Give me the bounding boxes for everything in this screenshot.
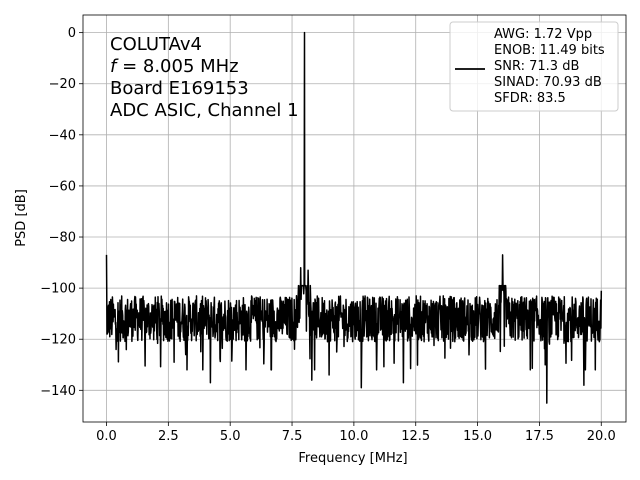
legend: AWG: 1.72 Vpp ENOB: 11.49 bits SNR: 71.3… xyxy=(449,21,619,112)
x-axis-label: Frequency [MHz] xyxy=(298,451,407,466)
y-tick-label: −60 xyxy=(49,179,76,194)
x-tick-label: 0.0 xyxy=(96,429,117,444)
legend-entry-snr: SNR: 71.3 dB xyxy=(494,59,579,74)
y-tick-label: −40 xyxy=(49,128,76,143)
y-tick-label: −80 xyxy=(49,231,76,246)
series-layer xyxy=(105,31,603,404)
annotation-italic-f: f xyxy=(110,56,119,77)
legend-entry-sfdr: SFDR: 83.5 xyxy=(494,91,566,106)
legend-box xyxy=(449,21,619,112)
annotation-line-3: Board E169153 xyxy=(110,78,249,99)
legend-entry-awg: AWG: 1.72 Vpp xyxy=(494,27,592,42)
y-tick-label: −120 xyxy=(40,333,76,348)
annotation-block: COLUTAv4 f = 8.005 MHz Board E169153 ADC… xyxy=(110,34,299,121)
annotation-line-2: f = 8.005 MHz xyxy=(110,56,239,77)
y-tick-label: −20 xyxy=(49,77,76,92)
axes xyxy=(79,14,627,426)
x-tick-label: 15.0 xyxy=(463,429,492,444)
x-tick-label: 7.5 xyxy=(282,429,303,444)
y-axis-label: PSD [dB] xyxy=(14,189,29,247)
y-tick-label: −140 xyxy=(40,384,76,399)
legend-entry-sinad: SINAD: 70.93 dB xyxy=(494,75,602,90)
x-tick-label: 17.5 xyxy=(525,429,554,444)
x-tick-label: 20.0 xyxy=(587,429,616,444)
annotation-line-4: ADC ASIC, Channel 1 xyxy=(110,100,299,121)
psd-trace xyxy=(105,31,603,404)
annotation-frequency: = 8.005 MHz xyxy=(116,56,238,77)
x-tick-label: 2.5 xyxy=(158,429,179,444)
x-tick-label: 10.0 xyxy=(339,429,368,444)
grid xyxy=(83,15,626,422)
y-tick-label: 0 xyxy=(68,26,76,41)
x-tick-label: 12.5 xyxy=(401,429,430,444)
tick-labels: 0.0 2.5 5.0 7.5 10.0 12.5 15.0 17.5 20.0 0 −20 −40 −… xyxy=(40,26,615,444)
x-tick-label: 5.0 xyxy=(220,429,241,444)
plot-frame xyxy=(82,14,627,423)
y-tick-label: −100 xyxy=(40,282,76,297)
annotation-line-1: COLUTAv4 xyxy=(110,34,202,55)
legend-entry-enob: ENOB: 11.49 bits xyxy=(494,43,605,58)
